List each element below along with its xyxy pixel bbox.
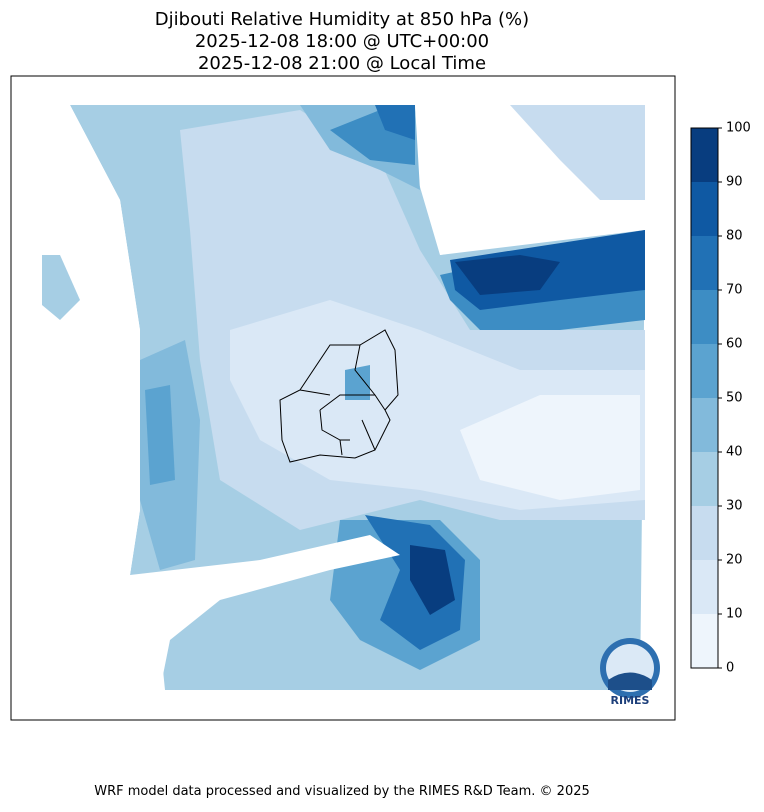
field-gap bbox=[11, 535, 400, 690]
field-cap bbox=[510, 105, 645, 200]
colorbar-tick-label: 30 bbox=[726, 499, 743, 514]
colorbar-band bbox=[691, 236, 718, 290]
colorbar-frame bbox=[690, 127, 719, 669]
country-border bbox=[279, 329, 399, 463]
colorbar-band bbox=[691, 506, 718, 560]
colorbar-tick-label: 80 bbox=[726, 229, 743, 244]
title-line: 2025-12-08 21:00 @ Local Time bbox=[198, 53, 486, 74]
field-dark bbox=[455, 255, 560, 295]
footer: WRF model data processed and visualized … bbox=[94, 784, 590, 799]
colorbar-band bbox=[691, 452, 718, 506]
colorbar-band bbox=[691, 182, 718, 236]
colorbar-tick-label: 100 bbox=[726, 121, 751, 136]
colorbar-tick-label: 50 bbox=[726, 391, 743, 406]
title-line: Djibouti Relative Humidity at 850 hPa (%… bbox=[155, 9, 529, 30]
colorbar-tick-label: 40 bbox=[726, 445, 743, 460]
field-lightest bbox=[460, 395, 640, 500]
field-mid bbox=[145, 385, 175, 485]
colorbar-band bbox=[691, 290, 718, 344]
field-gap bbox=[11, 105, 140, 575]
field-dark bbox=[375, 105, 415, 140]
colorbar: 0 10 20 30 40 50 60 70 80 90 100 bbox=[691, 121, 751, 676]
colorbar-band bbox=[691, 344, 718, 398]
field-patch bbox=[42, 255, 80, 320]
field-dark bbox=[410, 545, 455, 615]
field-mid bbox=[345, 365, 370, 400]
colorbar-band bbox=[691, 398, 718, 452]
colorbar-tick-label: 70 bbox=[726, 283, 743, 298]
colorbar-tick-label: 20 bbox=[726, 553, 743, 568]
map-frame bbox=[10, 75, 676, 721]
colorbar-band bbox=[691, 614, 718, 668]
logo-text: RIMES bbox=[611, 694, 650, 707]
region-border bbox=[299, 344, 386, 456]
borders bbox=[279, 329, 399, 463]
colorbar-band bbox=[691, 560, 718, 614]
colorbar-band bbox=[691, 128, 718, 182]
colorbar-tick-label: 90 bbox=[726, 175, 743, 190]
colorbar-tick-label: 60 bbox=[726, 337, 743, 352]
humidity-field bbox=[11, 105, 645, 690]
logo: RIMES bbox=[600, 638, 660, 707]
logo-wave bbox=[608, 672, 652, 690]
field-gap bbox=[415, 105, 600, 255]
title-line: 2025-12-08 18:00 @ UTC+00:00 bbox=[195, 31, 489, 52]
colorbar-tick-label: 10 bbox=[726, 607, 743, 622]
colorbar-tick-label: 0 bbox=[726, 661, 734, 676]
